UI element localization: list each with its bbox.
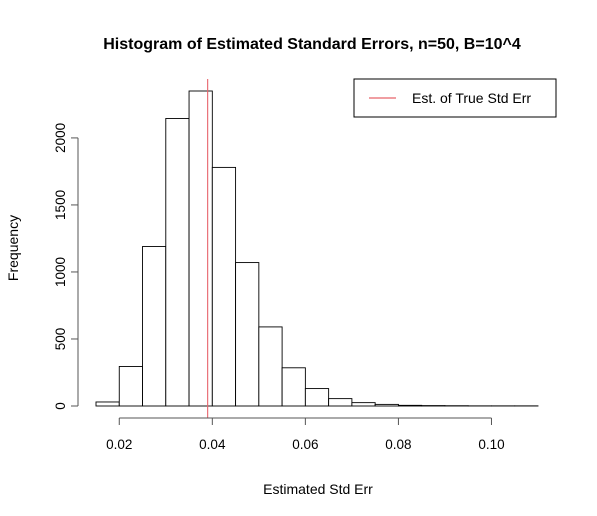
y-axis-title: Frequency xyxy=(5,215,21,281)
histogram-bar xyxy=(304,388,330,407)
x-tick-label: 0.04 xyxy=(199,437,226,452)
y-tick-label: 1000 xyxy=(53,257,68,287)
histogram-bar xyxy=(397,404,423,407)
x-tick-label: 0.10 xyxy=(478,437,504,452)
y-tick-label: 2000 xyxy=(53,123,68,153)
x-tick-label: 0.08 xyxy=(385,437,411,452)
histogram-bar xyxy=(258,326,283,407)
y-tick-label: 0 xyxy=(53,402,68,410)
x-axis: 0.02 0.04 0.06 0.08 0.10 xyxy=(106,417,505,452)
histogram-bars xyxy=(95,90,539,407)
chart-title: Histogram of Estimated Standard Errors, … xyxy=(103,36,521,53)
x-axis-title: Estimated Std Err xyxy=(263,481,373,497)
y-tick-label: 1500 xyxy=(53,190,68,220)
y-tick-label: 500 xyxy=(53,328,68,351)
x-tick-label: 0.02 xyxy=(106,437,132,452)
histogram-bar xyxy=(118,366,143,407)
histogram-bar xyxy=(95,401,120,407)
histogram-bar xyxy=(351,402,376,407)
y-axis: 0 500 1000 1500 2000 xyxy=(53,123,79,410)
histogram-bar xyxy=(374,403,399,407)
legend: Est. of True Std Err xyxy=(353,78,557,118)
histogram-bar xyxy=(328,398,353,407)
histogram-bar xyxy=(142,246,167,407)
x-tick-label: 0.06 xyxy=(292,437,318,452)
histogram-bar xyxy=(281,367,306,407)
histogram-bar xyxy=(211,166,237,407)
legend-label: Est. of True Std Err xyxy=(412,90,531,106)
histogram-bar xyxy=(235,262,260,407)
histogram-bar xyxy=(188,90,213,407)
histogram-bar xyxy=(165,118,190,407)
